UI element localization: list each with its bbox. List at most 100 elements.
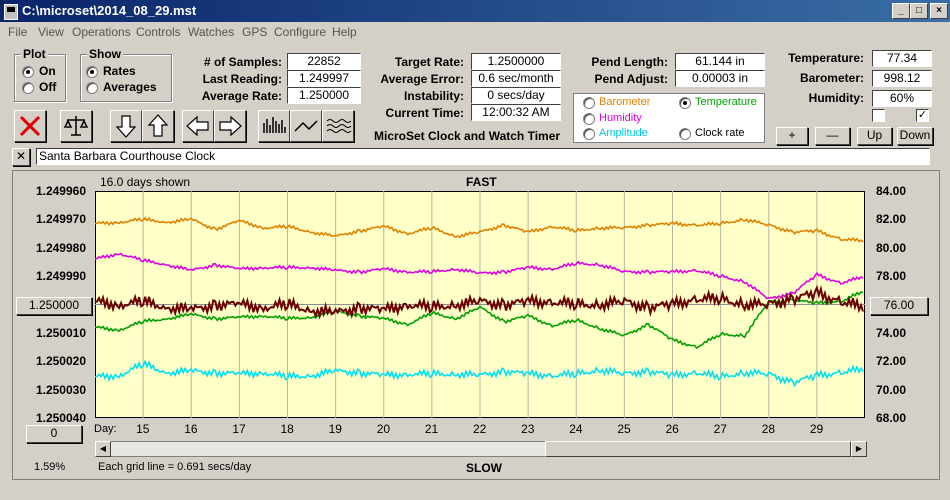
x-axis: 15 16 17 18 19 20 21 22 23 24 25 26 27 28 29 bbox=[95, 422, 865, 436]
x-tick-label: 16 bbox=[184, 422, 198, 436]
scroll-left-button[interactable] bbox=[182, 110, 214, 142]
arrow-right-icon bbox=[219, 115, 242, 137]
instability-field: 0 secs/day bbox=[471, 87, 561, 104]
menu-file[interactable]: File bbox=[8, 25, 28, 39]
pend-length-label: Pend Length: bbox=[591, 55, 668, 69]
barometer-label: Barometer: bbox=[799, 71, 864, 85]
menu-configure[interactable]: Configure bbox=[274, 25, 327, 39]
arrow-up-icon bbox=[147, 114, 169, 137]
option-checkbox-2[interactable]: ✓ bbox=[916, 109, 929, 122]
minus-button[interactable]: — bbox=[815, 127, 850, 145]
menu-gps[interactable]: GPS bbox=[242, 25, 268, 39]
minimize-button[interactable]: _ bbox=[892, 3, 910, 19]
left-tick-label: 1.250020 bbox=[35, 354, 86, 369]
scroll-thumb[interactable] bbox=[545, 441, 851, 457]
left-tick-label: 1.250040 bbox=[35, 411, 86, 425]
up-button[interactable]: Up bbox=[857, 127, 892, 145]
x-tick-label: 23 bbox=[521, 422, 535, 436]
menu-bar: File View Operations Controls Watches GP… bbox=[0, 22, 950, 42]
zero-button[interactable]: 0 bbox=[26, 425, 82, 443]
scroll-left-arrow[interactable]: ◀ bbox=[95, 441, 111, 457]
right-tick-label: 68.00 bbox=[876, 411, 907, 425]
menu-view[interactable]: View bbox=[38, 25, 64, 39]
clear-clock-button[interactable]: ✕ bbox=[12, 148, 30, 166]
right-tick-label: 78.00 bbox=[876, 269, 907, 284]
x-tick-label: 26 bbox=[665, 422, 679, 436]
menu-help[interactable]: Help bbox=[332, 25, 357, 39]
temperature-option-label: Temperature bbox=[695, 96, 757, 108]
last-reading-field: 1.249997 bbox=[287, 70, 361, 87]
average-rate-label: Average Rate: bbox=[201, 89, 282, 103]
rate-chart bbox=[95, 191, 865, 418]
last-reading-label: Last Reading: bbox=[202, 72, 282, 86]
show-group: Show bbox=[80, 47, 172, 102]
x-tick-label: 22 bbox=[473, 422, 487, 436]
x-tick-label: 19 bbox=[328, 422, 342, 436]
barometer-field: 998.12 bbox=[872, 70, 932, 87]
close-window-button[interactable]: × bbox=[930, 3, 948, 19]
plot-on-radio[interactable] bbox=[22, 66, 34, 78]
app-icon bbox=[4, 4, 18, 20]
calibrate-button[interactable] bbox=[60, 110, 92, 142]
fast-label: FAST bbox=[466, 175, 497, 189]
scroll-up-button[interactable] bbox=[142, 110, 174, 142]
show-rates-radio[interactable] bbox=[86, 66, 98, 78]
chart-frame bbox=[12, 170, 940, 480]
scroll-right-button[interactable] bbox=[214, 110, 246, 142]
option-checkbox-1[interactable] bbox=[872, 109, 885, 122]
x-tick-label: 21 bbox=[424, 422, 439, 436]
scroll-right-arrow[interactable]: ▶ bbox=[851, 441, 867, 457]
menu-operations[interactable]: Operations bbox=[72, 25, 131, 39]
down-button[interactable]: Down bbox=[897, 127, 933, 145]
plot-group-title: Plot bbox=[21, 47, 48, 61]
target-rate-field[interactable]: 1.2500000 bbox=[471, 53, 561, 70]
temperature-radio[interactable] bbox=[679, 97, 691, 109]
day-label: Day: bbox=[94, 423, 117, 435]
amplitude-radio[interactable] bbox=[583, 128, 595, 140]
pend-length-field: 61.144 in bbox=[675, 53, 765, 70]
show-averages-radio[interactable] bbox=[86, 82, 98, 94]
plus-button[interactable]: + bbox=[776, 127, 808, 145]
right-tick-label: 84.00 bbox=[876, 184, 907, 198]
wave-view-button[interactable] bbox=[322, 110, 354, 142]
percent-label: 1.59% bbox=[34, 461, 66, 473]
clock-name-input[interactable]: Santa Barbara Courthouse Clock bbox=[36, 148, 930, 165]
x-tick-label: 18 bbox=[280, 422, 294, 436]
line-view-button[interactable] bbox=[290, 110, 322, 142]
left-tick-label: 1.250010 bbox=[35, 325, 86, 340]
center-temp-button[interactable]: 76.00 bbox=[870, 297, 928, 315]
current-time-label: Current Time: bbox=[385, 106, 464, 120]
menu-watches[interactable]: Watches bbox=[188, 25, 235, 39]
window-title: C:\microset\2014_08_29.mst bbox=[22, 3, 197, 18]
maximize-button[interactable]: □ bbox=[910, 3, 928, 19]
clock-rate-radio[interactable] bbox=[679, 128, 691, 140]
line-graph-icon bbox=[294, 120, 318, 132]
barometer-radio[interactable] bbox=[583, 97, 595, 109]
barometer-series-line bbox=[95, 216, 864, 243]
temperature-series-line bbox=[95, 290, 864, 350]
left-tick-label: 1.249970 bbox=[35, 212, 86, 227]
left-tick-label: 1.250030 bbox=[35, 382, 86, 397]
histogram-view-button[interactable] bbox=[258, 110, 290, 142]
average-error-field: 0.6 sec/month bbox=[471, 70, 561, 87]
right-tick-label: 70.00 bbox=[876, 382, 907, 397]
left-tick-label: 1.249990 bbox=[35, 269, 86, 284]
right-axis: 84.00 82.00 80.00 78.00 74.00 72.00 70.00 68.00 bbox=[870, 184, 930, 425]
right-tick-label: 72.00 bbox=[876, 354, 907, 369]
delete-button[interactable] bbox=[14, 110, 46, 142]
humidity-radio[interactable] bbox=[583, 113, 595, 125]
arrow-down-icon bbox=[115, 115, 137, 138]
plot-off-radio[interactable] bbox=[22, 82, 34, 94]
x-tick-label: 28 bbox=[761, 422, 776, 436]
scroll-down-button[interactable] bbox=[110, 110, 142, 142]
left-axis: 1.249960 1.249970 1.249980 1.249990 1.250010… bbox=[20, 184, 86, 425]
menu-controls[interactable]: Controls bbox=[136, 25, 181, 39]
x-tick-label: 17 bbox=[232, 422, 246, 436]
days-shown-label: 16.0 days shown bbox=[100, 175, 191, 189]
red-x-icon bbox=[19, 115, 41, 137]
rate-series-line bbox=[95, 284, 864, 320]
target-rate-label: Target Rate: bbox=[394, 55, 464, 69]
show-averages-label: Averages bbox=[103, 80, 157, 94]
center-rate-button[interactable]: 1.250000 bbox=[16, 297, 92, 315]
humidity-label: Humidity: bbox=[808, 91, 864, 105]
